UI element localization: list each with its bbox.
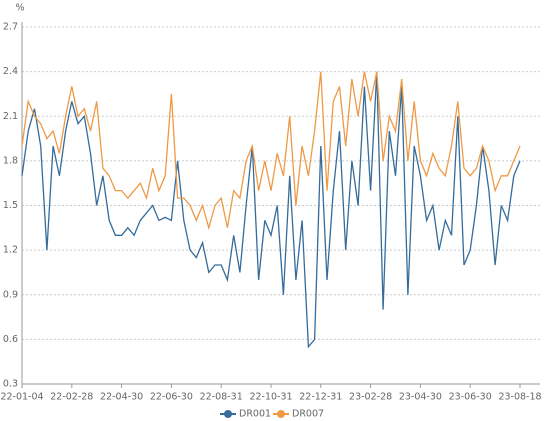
- x-tick-label: 22-08-31: [200, 392, 243, 403]
- y-tick-label: 1.5: [3, 200, 18, 211]
- y-tick-label: 2.1: [3, 111, 18, 122]
- y-axis-label: %: [15, 3, 24, 14]
- series-line: [21, 71, 521, 349]
- x-tick-label: 23-04-30: [399, 392, 442, 403]
- x-tick-label: 23-02-28: [349, 392, 392, 403]
- x-tick-label: 22-04-30: [100, 392, 143, 403]
- y-tick-label: 0.6: [3, 334, 18, 345]
- y-tick-label: 0.3: [3, 379, 18, 390]
- y-tick-label: 1.8: [3, 155, 18, 166]
- x-tick-label: 23-08-18: [498, 392, 541, 403]
- legend-label: DR007: [292, 409, 324, 420]
- x-tick-label: 22-01-04: [0, 392, 43, 403]
- y-tick-label: 0.9: [3, 289, 18, 300]
- x-tick-label: 22-02-28: [50, 392, 93, 403]
- x-tick-label: 22-10-31: [249, 392, 292, 403]
- y-tick-label: 1.2: [3, 245, 18, 256]
- x-tick-label: 22-06-30: [150, 392, 193, 403]
- y-tick-label: 2.4: [3, 66, 18, 77]
- x-tick-label: 22-12-31: [299, 392, 342, 403]
- legend-label: DR001: [239, 409, 271, 420]
- legend-marker: [277, 410, 285, 418]
- legend-marker: [224, 410, 232, 418]
- x-tick-label: 23-06-30: [449, 392, 492, 403]
- series-line: [21, 71, 521, 231]
- y-tick-label: 2.7: [3, 22, 18, 33]
